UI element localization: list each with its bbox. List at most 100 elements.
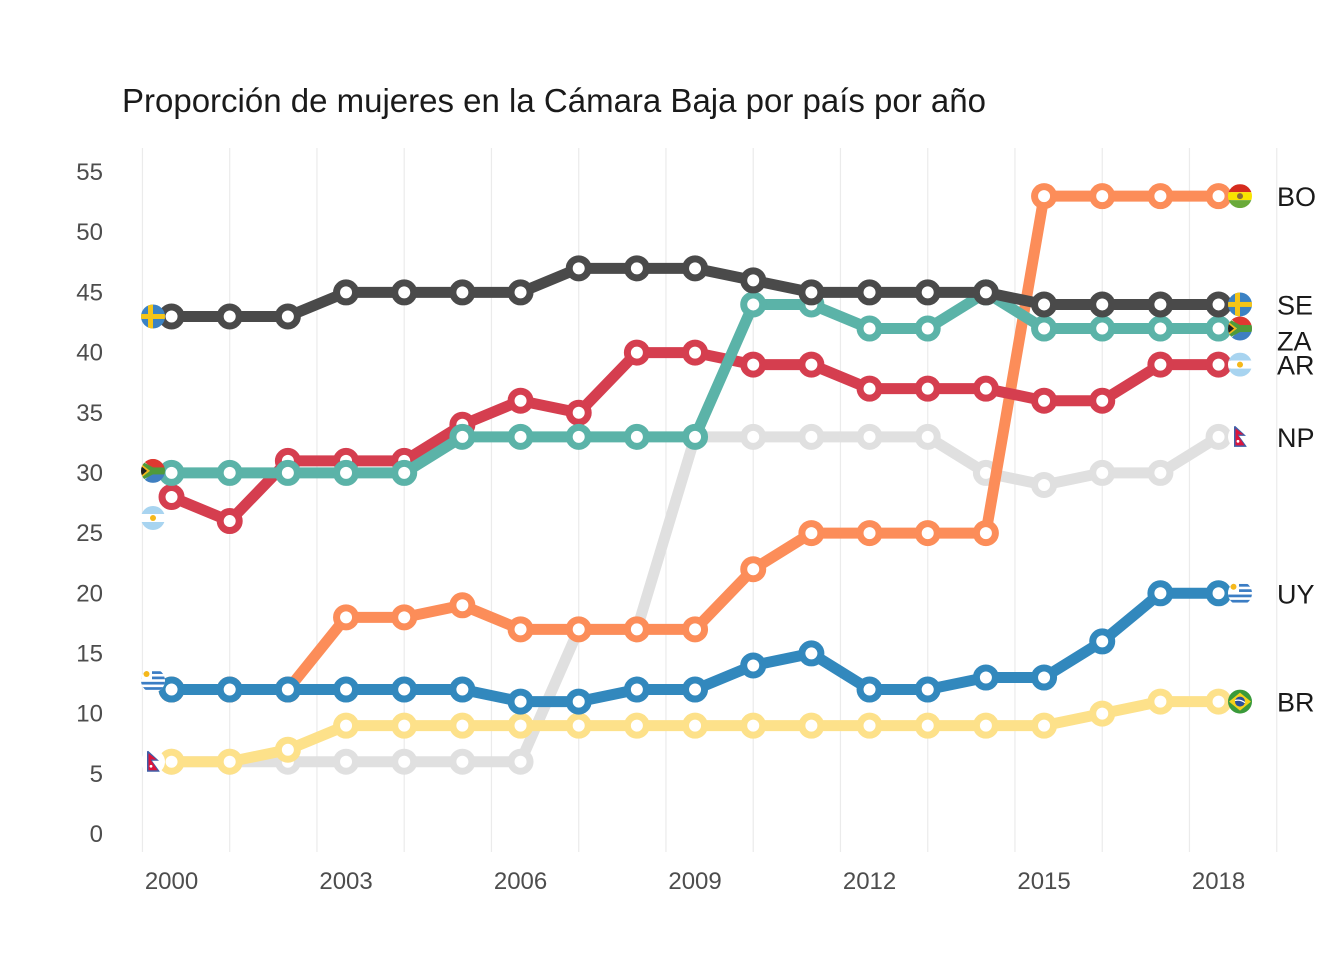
series-label-uy: UY (1277, 579, 1315, 609)
data-point (565, 616, 592, 643)
data-point (565, 688, 592, 715)
argentina-flag-icon (1228, 353, 1252, 377)
data-point (1089, 387, 1116, 414)
series-br (158, 688, 1232, 775)
data-point (274, 303, 301, 330)
data-point (1205, 291, 1232, 318)
data-point (914, 676, 941, 703)
series-label-za: ZA (1277, 327, 1312, 357)
data-point (1031, 664, 1058, 691)
data-point (391, 459, 418, 486)
data-point (565, 712, 592, 739)
data-point (158, 676, 185, 703)
data-point (798, 640, 825, 667)
data-point (333, 459, 360, 486)
y-tick-label: 50 (76, 219, 103, 246)
brazil-flag-icon (1228, 690, 1252, 714)
data-point (1089, 700, 1116, 727)
x-tick-label: 2015 (1017, 868, 1070, 895)
data-point (333, 604, 360, 631)
data-point (449, 712, 476, 739)
series-label-bo: BO (1277, 182, 1316, 212)
data-point (1147, 580, 1174, 607)
data-point (1205, 423, 1232, 450)
axis-layer: 0 5 10 15 20 25 30 35 40 45 50 55 2000 2003 2006 2009 20… (76, 159, 1245, 895)
y-tick-label: 20 (76, 580, 103, 607)
data-point (972, 712, 999, 739)
series-se (158, 255, 1232, 330)
data-point (798, 712, 825, 739)
x-tick-label: 2006 (494, 868, 547, 895)
data-point (1147, 459, 1174, 486)
argentina-flag-icon (141, 506, 165, 530)
data-point (798, 351, 825, 378)
data-point (449, 676, 476, 703)
y-tick-label: 15 (76, 640, 103, 667)
data-point (158, 483, 185, 510)
y-tick-label: 55 (76, 159, 103, 186)
data-point (1089, 183, 1116, 210)
series-label-br: BR (1277, 688, 1315, 718)
data-point (216, 459, 243, 486)
data-point (972, 279, 999, 306)
southafrica-flag-icon (141, 459, 165, 483)
data-point (274, 676, 301, 703)
y-tick-label: 10 (76, 701, 103, 728)
nepal-flag-icon (1228, 425, 1252, 449)
data-point (1031, 291, 1058, 318)
data-point (914, 315, 941, 342)
data-point (1205, 580, 1232, 607)
data-point (1089, 459, 1116, 486)
data-point (972, 375, 999, 402)
data-point (1031, 712, 1058, 739)
data-point (449, 748, 476, 775)
data-point (1031, 471, 1058, 498)
x-tick-label: 2018 (1192, 868, 1245, 895)
data-point (274, 736, 301, 763)
data-point (449, 279, 476, 306)
data-point (391, 712, 418, 739)
data-point (1089, 628, 1116, 655)
data-point (623, 712, 650, 739)
data-point (623, 423, 650, 450)
series-label-se: SE (1277, 290, 1313, 320)
x-tick-label: 2012 (843, 868, 896, 895)
y-tick-label: 25 (76, 520, 103, 547)
data-point (682, 616, 709, 643)
data-point (1205, 688, 1232, 715)
data-point (623, 676, 650, 703)
data-point (856, 315, 883, 342)
data-point (740, 351, 767, 378)
y-tick-label: 5 (90, 761, 103, 788)
y-tick-label: 45 (76, 279, 103, 306)
data-point (798, 279, 825, 306)
data-point (1031, 183, 1058, 210)
sweden-flag-icon (1228, 292, 1252, 316)
y-tick-label: 30 (76, 460, 103, 487)
data-point (565, 423, 592, 450)
data-point (740, 423, 767, 450)
data-point (856, 676, 883, 703)
series-label-np: NP (1277, 423, 1315, 453)
data-point (274, 459, 301, 486)
data-point (682, 339, 709, 366)
data-point (333, 712, 360, 739)
data-point (507, 423, 534, 450)
data-point (798, 423, 825, 450)
sweden-flag-icon (141, 304, 165, 328)
data-point (623, 255, 650, 282)
southafrica-flag-icon (1228, 317, 1252, 341)
data-point (333, 279, 360, 306)
data-point (449, 592, 476, 619)
data-point (1089, 315, 1116, 342)
data-point (565, 255, 592, 282)
data-point (216, 508, 243, 535)
data-point (1147, 688, 1174, 715)
series-layer (158, 183, 1232, 775)
data-point (333, 676, 360, 703)
grid-layer (141, 148, 1278, 852)
data-point (740, 652, 767, 679)
data-point (391, 279, 418, 306)
data-point (507, 748, 534, 775)
data-point (507, 712, 534, 739)
